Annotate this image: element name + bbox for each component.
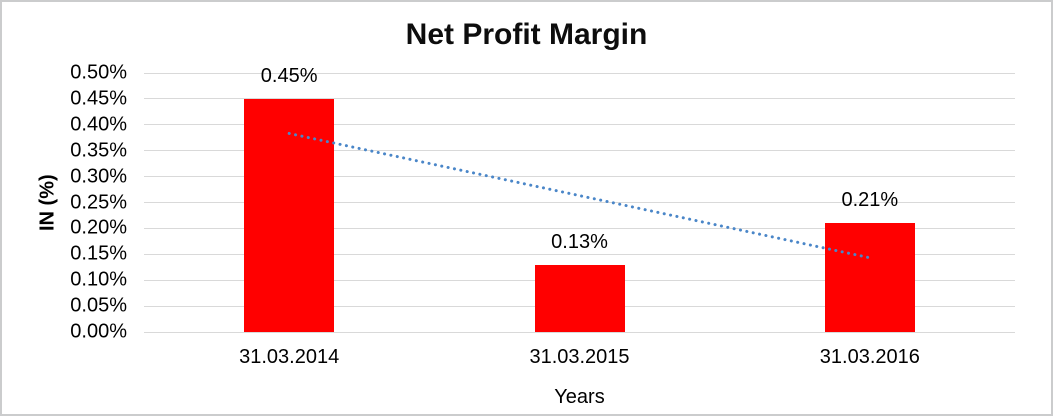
gridline — [144, 72, 1015, 74]
x-category-label: 31.03.2016 — [819, 346, 920, 368]
data-label: 0.13% — [551, 230, 608, 253]
gridline — [144, 202, 1015, 203]
y-tick-label: 0.25% — [70, 191, 127, 213]
bar-31.03.2015 — [534, 264, 625, 332]
bar-31.03.2016 — [824, 223, 915, 332]
gridline — [144, 124, 1015, 126]
data-label: 0.21% — [841, 189, 899, 212]
trendline — [287, 131, 872, 260]
gridline — [144, 331, 1015, 333]
x-axis-category-labels: 31.03.2014 31.03.2015 31.03.2016 — [144, 346, 1015, 370]
bar-31.03.2014 — [244, 98, 335, 332]
y-axis-tick-labels: 0.00% 0.05% 0.10% 0.15% 0.20% 0.25% 0.30% 0.35%… — [2, 62, 129, 343]
gridline — [144, 227, 1015, 229]
y-tick-label: 0.10% — [70, 268, 127, 291]
gridline — [144, 253, 1015, 255]
y-tick-label: 0.15% — [70, 242, 127, 265]
y-tick-label: 0.30% — [70, 165, 127, 188]
gridline — [144, 98, 1015, 100]
y-tick-label: 0.00% — [70, 320, 127, 343]
y-tick-label: 0.20% — [70, 216, 127, 239]
y-tick-label: 0.40% — [70, 113, 127, 136]
data-label: 0.45% — [260, 64, 318, 87]
y-tick-label: 0.50% — [70, 61, 127, 84]
x-category-label: 31.03.2015 — [529, 346, 630, 368]
x-axis-title: Years — [554, 386, 605, 408]
gridline — [144, 176, 1015, 178]
y-tick-label: 0.35% — [70, 139, 127, 162]
y-tick-label: 0.45% — [70, 87, 127, 110]
chart-title: Net Profit Margin — [405, 18, 648, 51]
y-tick-label: 0.05% — [70, 294, 127, 317]
x-category-label: 31.03.2014 — [239, 346, 340, 368]
gridline — [144, 150, 1015, 152]
plot-area: 0.45% 0.13% 0.21% — [144, 65, 1015, 333]
